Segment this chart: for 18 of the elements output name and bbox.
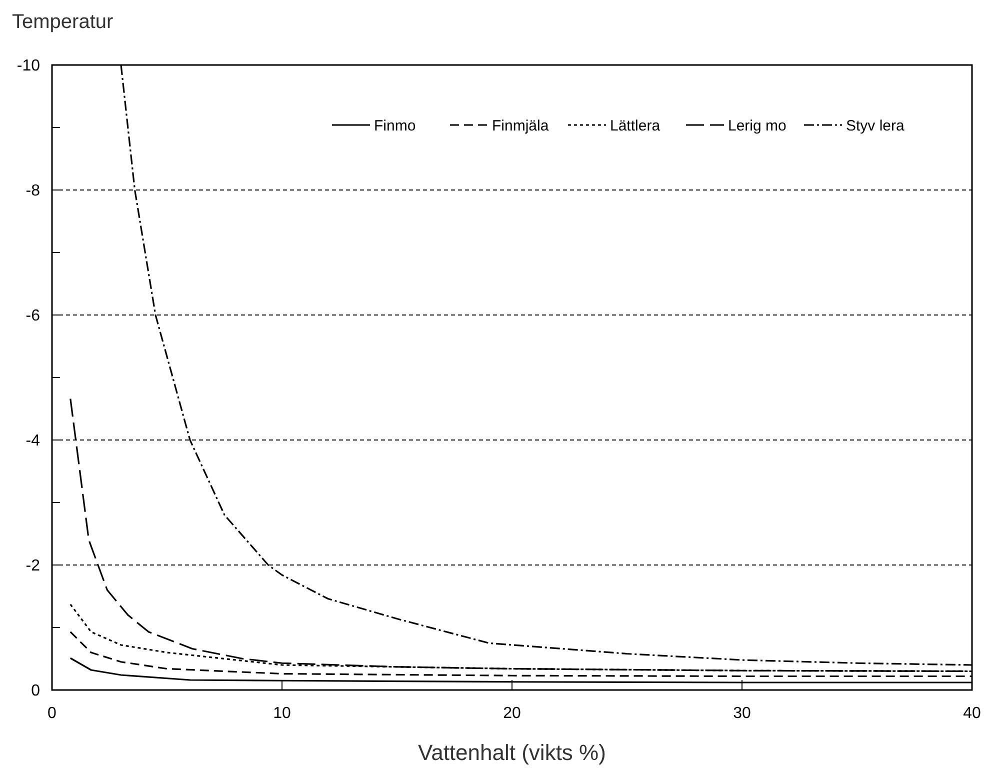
x-tick-label: 40 bbox=[963, 705, 981, 722]
legend-label: Finmjäla bbox=[492, 117, 550, 134]
y-tick-label: -6 bbox=[26, 308, 40, 325]
y-tick-label: 0 bbox=[31, 682, 40, 700]
x-tick-label: 10 bbox=[273, 705, 291, 722]
y-tick-label: -8 bbox=[26, 182, 40, 200]
x-tick-label: 0 bbox=[48, 705, 57, 722]
y-tick-label: -4 bbox=[26, 432, 40, 450]
legend-label: Finmo bbox=[374, 117, 416, 134]
y-axis-title: Temperatur bbox=[12, 11, 114, 33]
x-tick-label: 20 bbox=[503, 705, 521, 722]
y-tick-label: -2 bbox=[26, 558, 40, 575]
legend-label: Lättlera bbox=[610, 117, 661, 134]
legend-label: Lerig mo bbox=[728, 117, 786, 134]
y-tick-label: -10 bbox=[16, 58, 40, 75]
x-tick-label: 30 bbox=[733, 705, 751, 722]
legend-label: Styv lera bbox=[846, 117, 906, 134]
x-axis-title: Vattenhalt (vikts %) bbox=[418, 740, 606, 765]
